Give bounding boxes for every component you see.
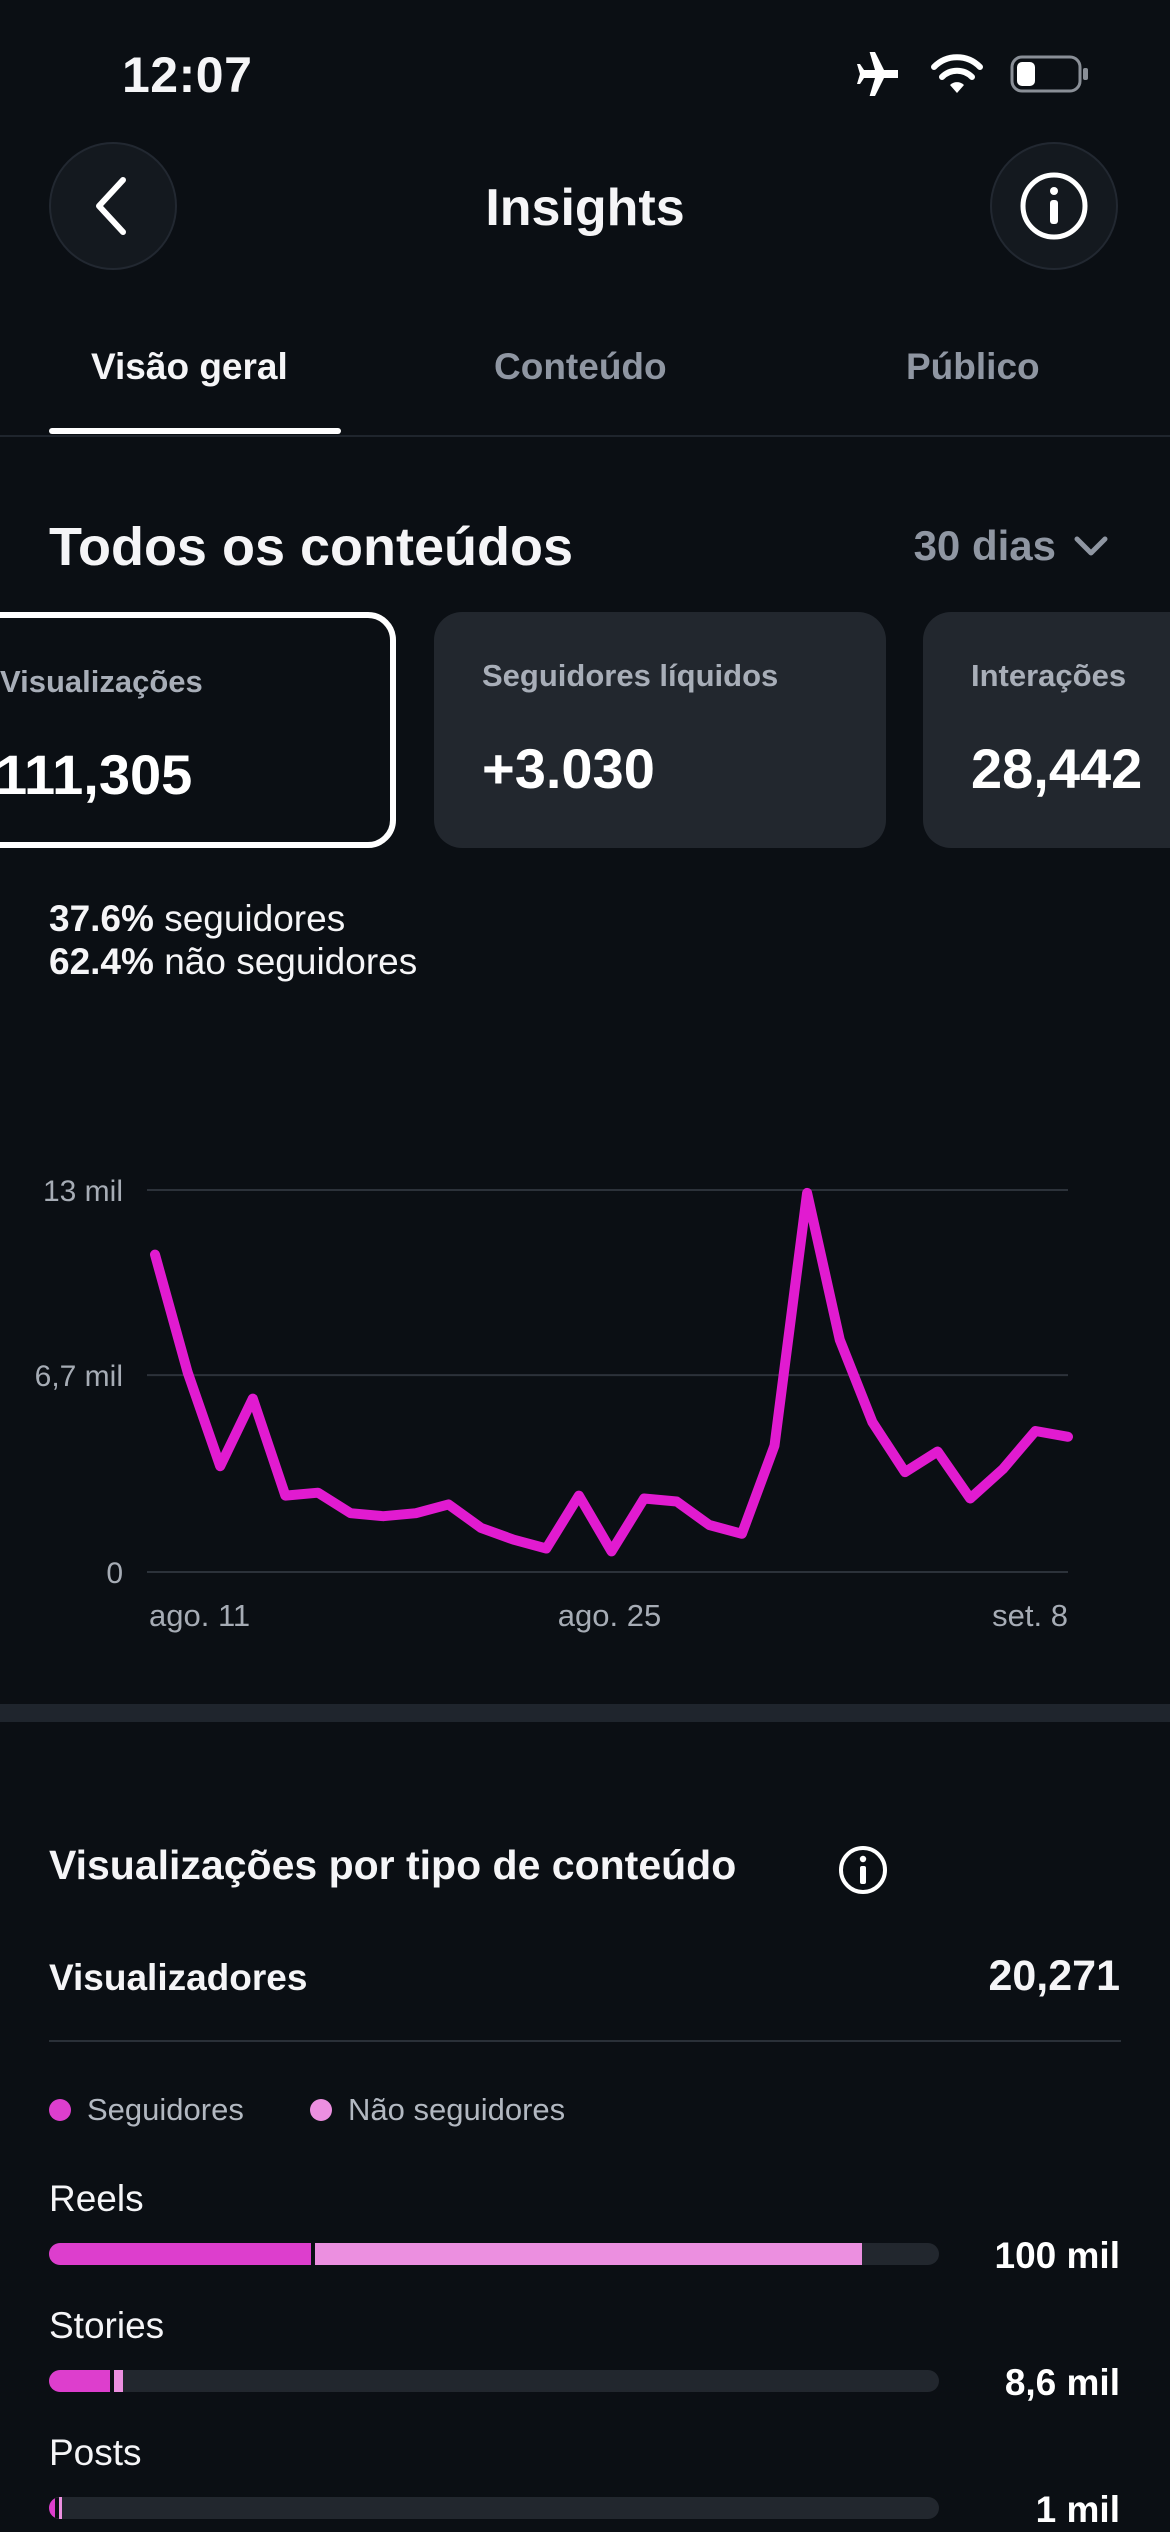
series-line <box>150 1187 1073 1557</box>
info-button[interactable] <box>990 142 1118 270</box>
bar-nonfollowers-segment <box>55 2497 62 2519</box>
y-tick-label: 13 mil <box>43 1175 123 1208</box>
active-tab-indicator <box>49 428 341 434</box>
info-icon[interactable] <box>836 1843 890 1897</box>
legend-dot-icon <box>310 2099 332 2121</box>
status-time: 12:07 <box>122 47 253 103</box>
period-label: 30 dias <box>913 522 1056 569</box>
metric-card-views[interactable]: Visualizações 111,305 <box>0 612 396 848</box>
legend-followers: Seguidores <box>49 2092 244 2128</box>
metric-label: Seguidores líquidos <box>482 658 779 693</box>
bar-followers-segment <box>49 2243 311 2265</box>
views-line-chart: 13 mil 6,7 mil 0 ago. 11 ago. 25 set. 8 <box>35 1175 1073 1633</box>
metric-label: Interações <box>971 658 1127 693</box>
content-type-label-reels: Reels <box>49 2178 144 2219</box>
nonfollowers-percent: 62.4% <box>49 941 154 982</box>
nonfollowers-breakdown: 62.4% não seguidores <box>49 941 417 983</box>
bar-followers-segment <box>49 2497 56 2519</box>
legend-dot-icon <box>49 2099 71 2121</box>
viewers-value: 20,271 <box>988 1952 1120 2000</box>
content-type-bar-posts <box>49 2497 939 2519</box>
page-title: Insights <box>485 179 685 237</box>
metric-card-net-followers[interactable]: Seguidores líquidos +3.030 <box>434 612 886 848</box>
x-tick-label: set. 8 <box>992 1598 1068 1633</box>
metric-value: 111,305 <box>0 743 193 806</box>
battery-icon <box>1010 55 1088 93</box>
bar-nonfollowers-segment <box>310 2243 862 2265</box>
content-type-value-stories: 8,6 mil <box>1004 2362 1120 2403</box>
content-type-title: Visualizações por tipo de conteúdo <box>49 1842 737 1888</box>
content-type-label-stories: Stories <box>49 2305 165 2346</box>
tab-publico[interactable]: Público <box>906 346 1040 387</box>
legend-nonfollowers: Não seguidores <box>310 2092 565 2128</box>
section-title: Todos os conteúdos <box>49 517 573 577</box>
nonfollowers-text: não seguidores <box>164 941 418 982</box>
legend-label: Não seguidores <box>348 2092 566 2127</box>
metric-value: +3.030 <box>482 737 655 800</box>
bar-followers-segment <box>49 2370 110 2392</box>
chevron-down-icon <box>1074 536 1108 556</box>
wifi-icon <box>931 54 983 93</box>
followers-percent: 37.6% <box>49 898 154 939</box>
legend-label: Seguidores <box>87 2092 244 2127</box>
y-tick-label: 0 <box>106 1557 123 1590</box>
status-icons <box>852 52 1090 96</box>
bar-nonfollowers-segment <box>109 2370 124 2392</box>
back-button[interactable] <box>49 142 177 270</box>
info-icon <box>1020 172 1088 240</box>
airplane-icon <box>857 52 898 96</box>
content-type-bar-stories <box>49 2370 939 2392</box>
followers-breakdown: 37.6% seguidores <box>49 898 345 940</box>
tab-conteudo[interactable]: Conteúdo <box>494 346 667 387</box>
viewers-label: Visualizadores <box>49 1957 308 1998</box>
followers-text: seguidores <box>164 898 346 939</box>
y-tick-label: 6,7 mil <box>35 1360 123 1393</box>
tab-visao-geral[interactable]: Visão geral <box>91 346 288 387</box>
chevron-left-icon <box>96 177 126 235</box>
metric-value: 28,442 <box>971 737 1143 800</box>
x-tick-label: ago. 25 <box>558 1598 661 1633</box>
viewers-divider <box>49 2040 1121 2042</box>
section-divider <box>0 1704 1170 1722</box>
content-type-value-posts: 1 mil <box>1035 2489 1120 2530</box>
period-dropdown[interactable]: 30 dias <box>914 522 1108 570</box>
metric-card-interactions[interactable]: Interações 28,442 <box>923 612 1170 848</box>
content-type-label-posts: Posts <box>49 2432 142 2473</box>
tabs-divider <box>0 435 1170 437</box>
x-tick-label: ago. 11 <box>149 1598 250 1633</box>
metric-label: Visualizações <box>0 664 203 699</box>
content-type-value-reels: 100 mil <box>994 2235 1120 2276</box>
content-type-bar-reels <box>49 2243 939 2265</box>
